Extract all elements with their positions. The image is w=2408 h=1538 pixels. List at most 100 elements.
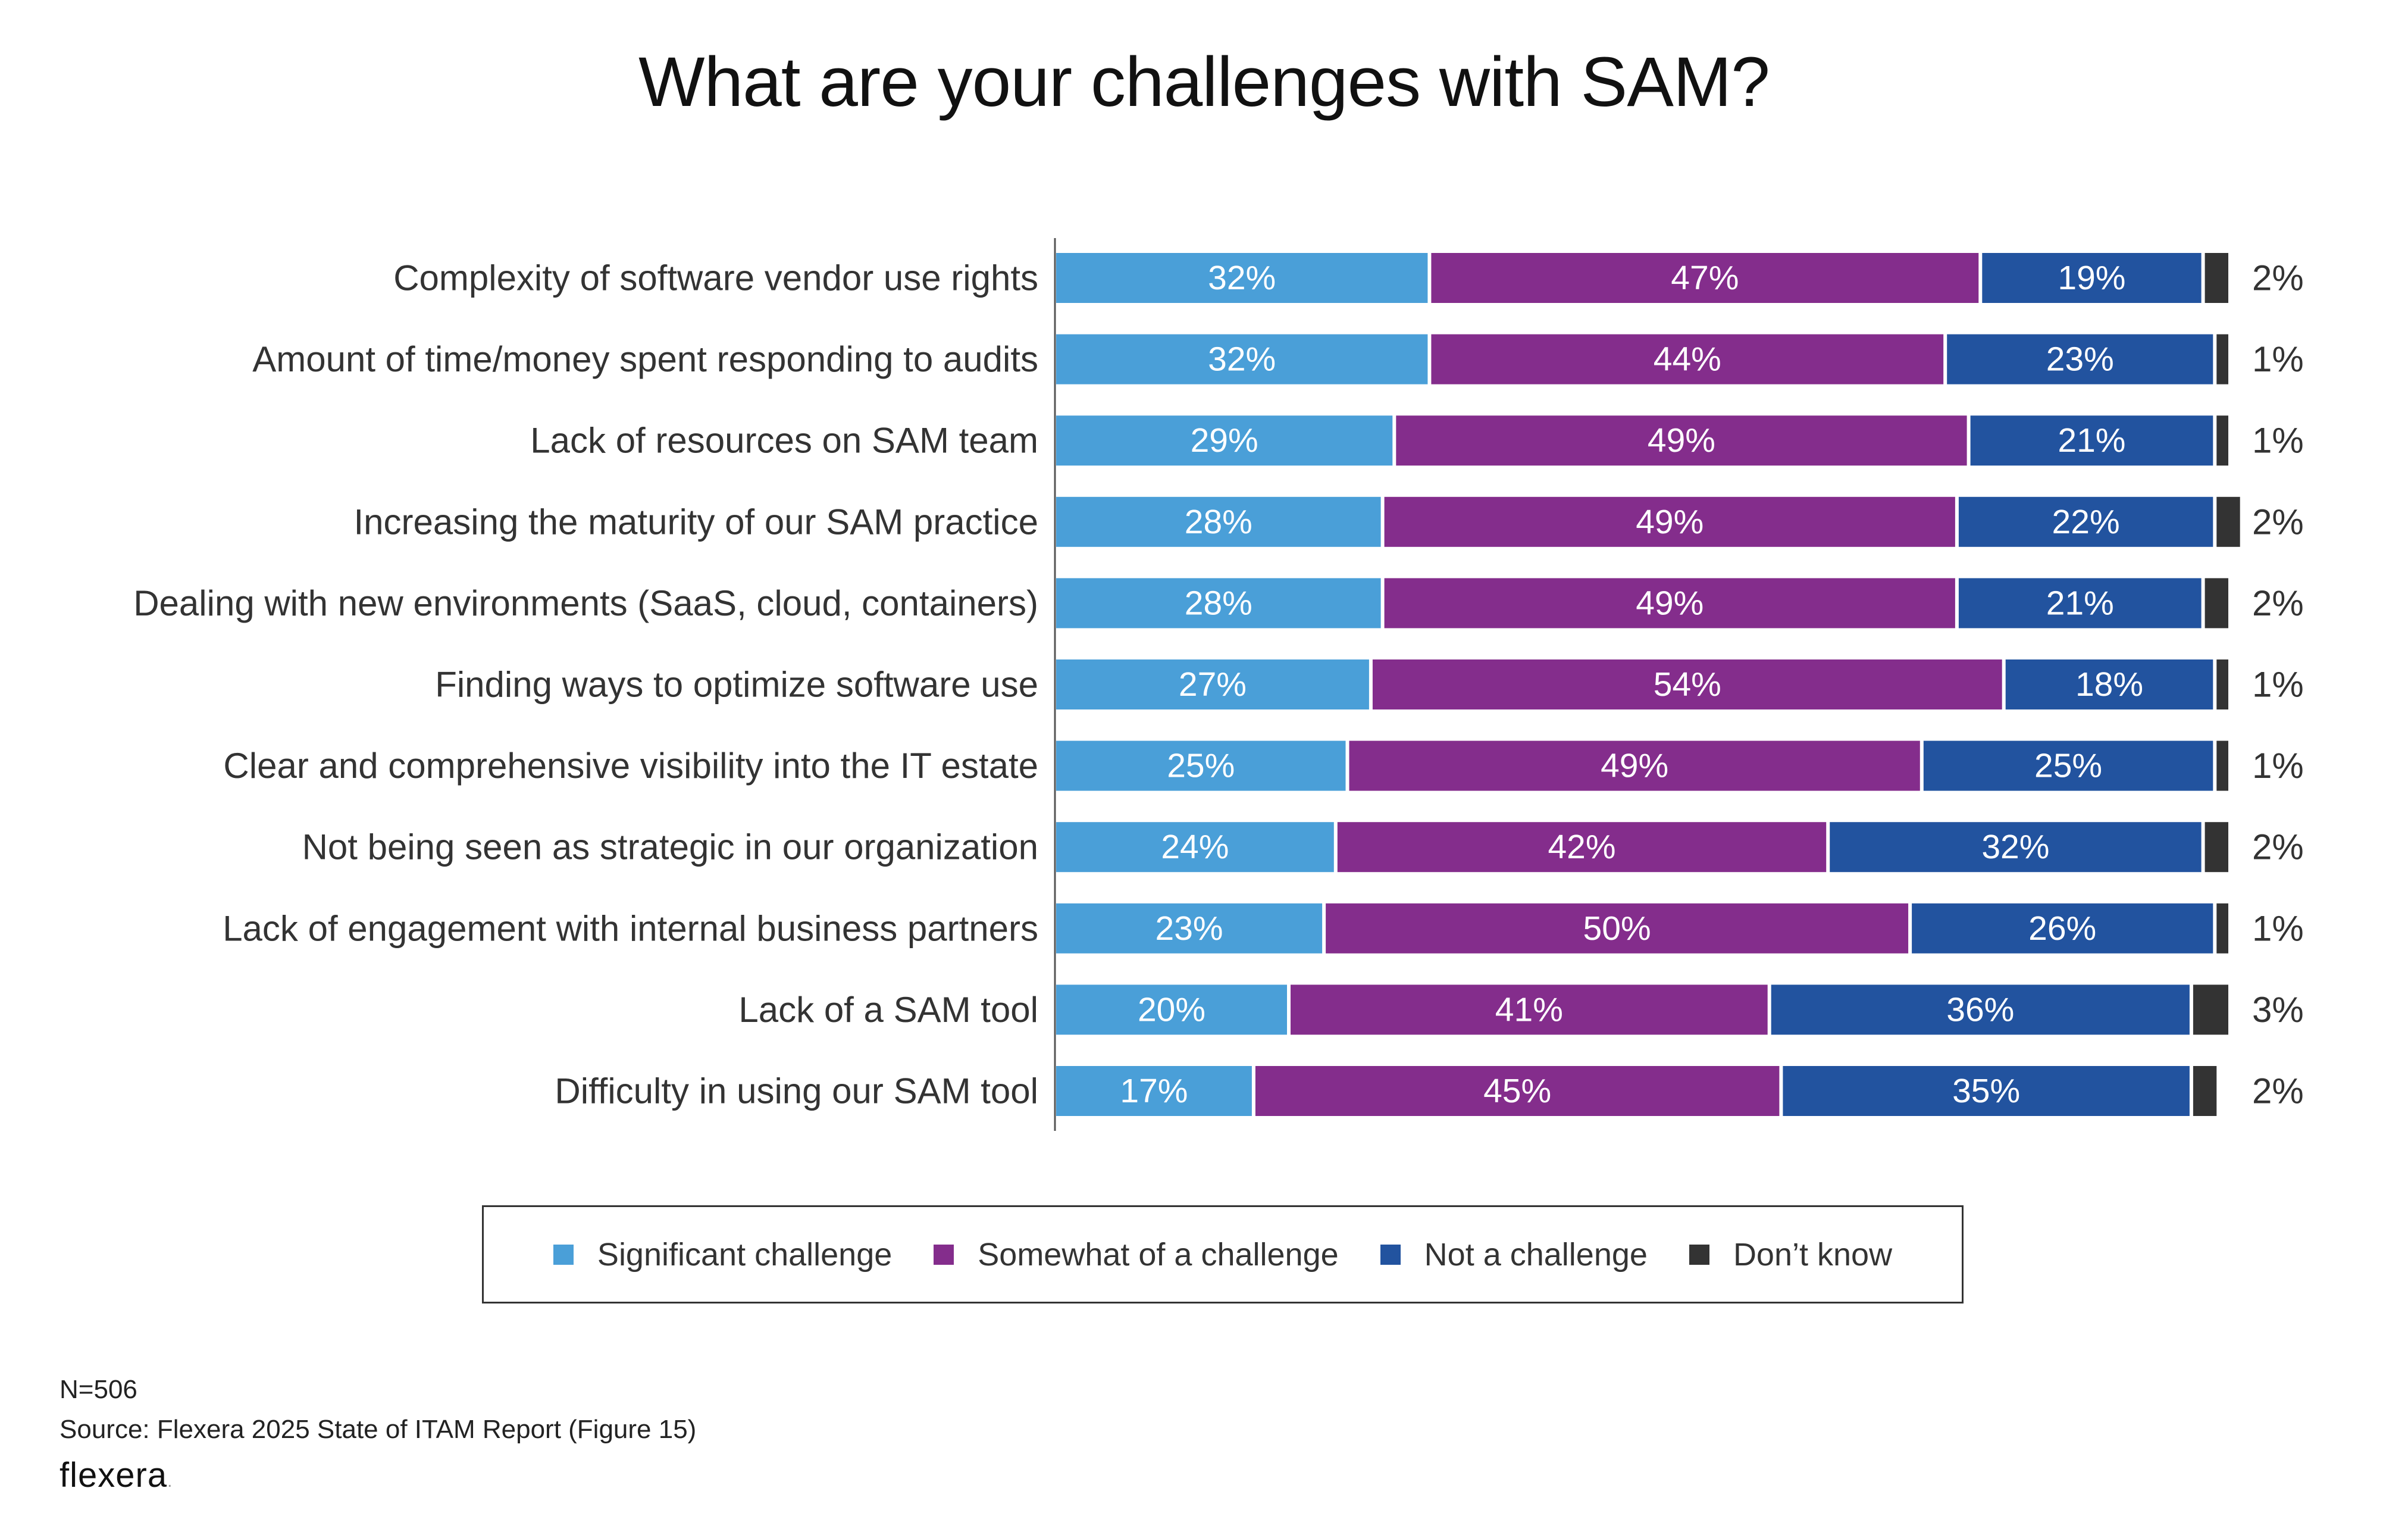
flexera-logo: flexera. (60, 1455, 173, 1495)
data-label: 25% (2034, 747, 2102, 785)
category-label: Complexity of software vendor use rights (393, 258, 1038, 298)
data-label: 2% (2252, 1071, 2304, 1111)
bar-segment (1056, 496, 1381, 547)
data-label: 42% (1548, 828, 1615, 866)
data-label: 19% (2058, 259, 2125, 297)
data-label: 22% (2052, 503, 2120, 541)
data-label: 36% (1946, 990, 2014, 1029)
category-label: Finding ways to optimize software use (435, 665, 1038, 705)
data-label: 20% (1138, 990, 1205, 1029)
category-label: Lack of a SAM tool (738, 990, 1038, 1030)
bar-segment (1056, 415, 1393, 466)
bar-segment (1912, 903, 2213, 954)
data-label: 32% (1208, 259, 1276, 297)
legend-item: Significant challenge (553, 1236, 892, 1273)
legend-item: Don’t know (1689, 1236, 1892, 1273)
data-label: 1% (2252, 339, 2304, 379)
legend-label: Don’t know (1733, 1236, 1893, 1273)
bar-segment (2216, 496, 2240, 547)
sample-size-note: N=506 (60, 1375, 137, 1404)
bar-segment (2216, 740, 2228, 791)
category-label: Clear and comprehensive visibility into … (223, 746, 1038, 786)
chart-title: What are your challenges with SAM? (638, 43, 1770, 121)
bar-segment (1349, 740, 1920, 791)
bar-segment (1255, 1066, 1780, 1116)
legend-swatch (1380, 1244, 1401, 1265)
bar-segment (1372, 659, 2002, 709)
data-label: 49% (1601, 747, 1668, 785)
data-label: 28% (1185, 503, 1252, 541)
logo-mark: . (167, 1471, 173, 1491)
data-label: 32% (1981, 828, 2049, 866)
bar-segment (2193, 984, 2228, 1035)
bar-segment (2205, 253, 2228, 303)
bar-segment (1337, 822, 1827, 873)
bar-segment (1056, 659, 1369, 709)
category-label: Lack of engagement with internal busines… (223, 908, 1038, 948)
bar-segment (2216, 334, 2228, 384)
bar-segment (2216, 903, 2228, 954)
data-label: 17% (1120, 1072, 1188, 1110)
bar-segment (1056, 1066, 1252, 1116)
bar-segment (1056, 903, 1323, 954)
bar-segment (1056, 253, 1428, 303)
bar-segment (1396, 415, 1967, 466)
data-label: 49% (1648, 421, 1715, 459)
bar-segment (2205, 578, 2228, 629)
data-label: 29% (1191, 421, 1258, 459)
category-label: Not being seen as strategic in our organ… (302, 827, 1038, 867)
data-label: 1% (2252, 421, 2304, 461)
data-label: 32% (1208, 340, 1276, 379)
data-label: 2% (2252, 502, 2304, 542)
legend-swatch (1689, 1244, 1709, 1265)
data-label: 44% (1654, 340, 1721, 379)
data-label: 23% (1156, 909, 1223, 948)
bar-segment (1982, 253, 2202, 303)
source-note: Source: Flexera 2025 State of ITAM Repor… (60, 1415, 697, 1444)
bar-segment (2193, 1066, 2217, 1116)
category-label: Lack of resources on SAM team (530, 421, 1038, 461)
bar-segment (1291, 984, 1768, 1035)
category-label: Increasing the maturity of our SAM pract… (354, 502, 1039, 542)
bar-segment (1830, 822, 2202, 873)
data-label: 47% (1671, 259, 1739, 297)
bar-segment (1056, 740, 1346, 791)
legend-label: Significant challenge (597, 1236, 893, 1273)
bar-segment (1056, 822, 1334, 873)
category-label: Difficulty in using our SAM tool (555, 1071, 1038, 1111)
data-label: 1% (2252, 908, 2304, 948)
data-label: 2% (2252, 258, 2304, 298)
data-label: 23% (2046, 340, 2114, 379)
bar-segment (1958, 578, 2202, 629)
legend-swatch (934, 1244, 954, 1265)
data-label: 1% (2252, 746, 2304, 786)
data-label: 25% (1167, 747, 1235, 785)
bar-segment (2216, 659, 2228, 709)
data-label: 28% (1185, 584, 1252, 622)
legend-label: Somewhat of a challenge (978, 1236, 1339, 1273)
legend-swatch (553, 1244, 574, 1265)
bar-segment (1783, 1066, 2190, 1116)
data-label: 2% (2252, 583, 2304, 623)
bar-segment (1384, 578, 1955, 629)
data-label: 49% (1636, 503, 1704, 541)
data-label: 35% (1952, 1072, 2020, 1110)
bar-segment (1326, 903, 1909, 954)
data-label: 41% (1495, 990, 1563, 1029)
data-label: 49% (1636, 584, 1704, 622)
data-label: 21% (2046, 584, 2114, 622)
bar-segment (1056, 578, 1381, 629)
data-label: 27% (1179, 665, 1247, 704)
bar-segment (1431, 334, 1944, 384)
bar-segment (1056, 984, 1287, 1035)
bar-segment (1431, 253, 1979, 303)
bar-segment (1056, 334, 1428, 384)
bar-segment (2005, 659, 2213, 709)
data-label: 26% (2028, 909, 2096, 948)
bar-segment (2205, 822, 2228, 873)
bar-segment (1947, 334, 2213, 384)
legend-item: Not a challenge (1380, 1236, 1648, 1273)
legend-label: Not a challenge (1424, 1236, 1648, 1273)
data-label: 1% (2252, 665, 2304, 705)
data-label: 24% (1161, 828, 1229, 866)
